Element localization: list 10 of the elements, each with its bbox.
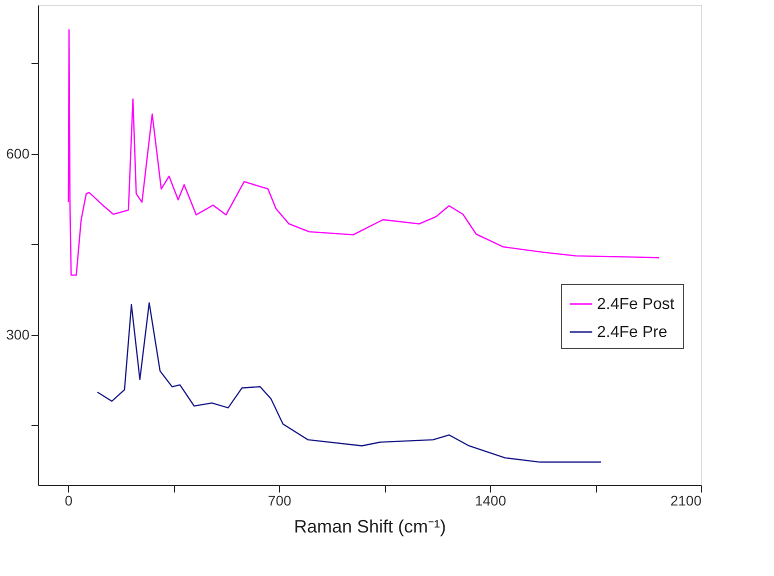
x-axis-title: Raman Shift (cm⁻¹) (294, 516, 446, 536)
legend-label: 2.4Fe Post (597, 296, 675, 313)
x-tick-label: 700 (268, 492, 292, 508)
y-tick-label: 300 (6, 326, 30, 342)
legend-label: 2.4Fe Pre (597, 324, 668, 341)
x-tick-label: 1400 (474, 492, 506, 508)
y-tick-label: 600 (6, 145, 30, 162)
x-tick-label: 2100 (670, 492, 702, 508)
x-tick-label: 0 (64, 492, 73, 508)
line-series (68, 29, 660, 276)
